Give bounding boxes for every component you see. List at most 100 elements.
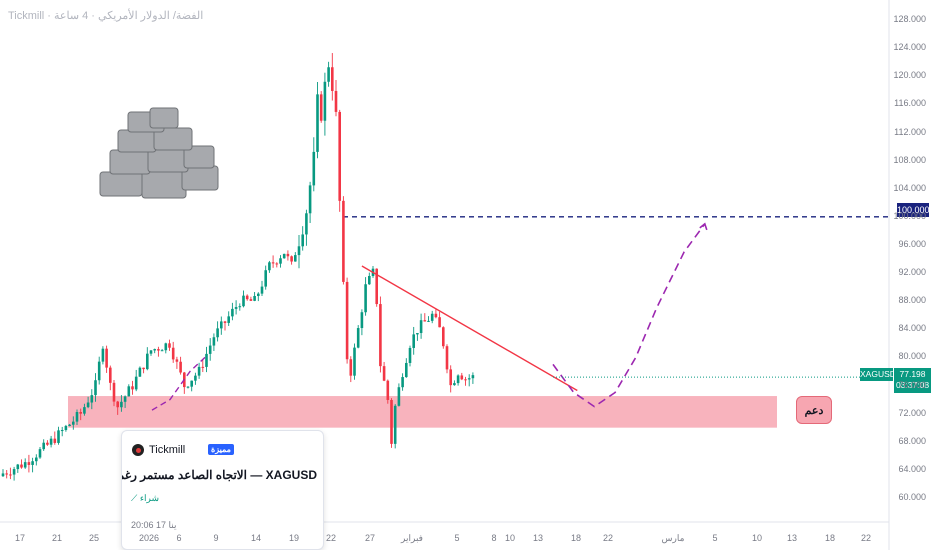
candle-body	[68, 424, 71, 426]
time-tick-label: 14	[250, 533, 262, 543]
candle-body	[227, 316, 230, 323]
news-category-label: شراء	[139, 493, 160, 503]
candle-body	[286, 253, 290, 257]
news-card[interactable]: Tickmill مميزة XAGUSD — الاتجاه الصاعد م…	[121, 430, 324, 550]
early-projection-path	[151, 356, 206, 411]
candle-body	[471, 375, 475, 379]
time-tick-label: 5	[454, 533, 460, 543]
silver-bar	[149, 107, 179, 129]
candle-body	[146, 353, 149, 370]
candle-body	[168, 343, 171, 348]
candle-body	[419, 320, 423, 334]
price-tick-label: 124.000	[893, 42, 926, 53]
candle-body	[416, 333, 419, 335]
news-badge: مميزة	[208, 444, 234, 455]
price-tick-label: 120.000	[893, 70, 926, 81]
candle-body	[257, 293, 260, 296]
candle-body	[212, 337, 216, 346]
price-tick-label: 92.000	[898, 267, 926, 278]
candle-body	[386, 380, 390, 400]
candle-body	[53, 438, 57, 443]
candle-body	[423, 320, 427, 322]
candle-body	[319, 94, 323, 121]
support-zone	[68, 396, 777, 428]
news-headline[interactable]: XAGUSD — الاتجاه الصاعد مستمر رغم التصحي…	[122, 468, 317, 482]
candle-body	[360, 312, 364, 329]
news-brand: Tickmill	[149, 444, 186, 456]
candle-body	[301, 234, 304, 247]
candle-body	[20, 464, 23, 468]
candle-body	[64, 425, 68, 431]
candle-body	[323, 81, 327, 121]
candle-body	[393, 405, 397, 444]
candle-body	[279, 258, 282, 264]
time-tick-label: 10	[751, 533, 763, 543]
candle-body	[353, 347, 356, 376]
candle-body	[345, 281, 349, 360]
candle-body	[60, 430, 64, 432]
price-tick-label: 112.000	[894, 126, 926, 137]
time-tick-label: 2026	[138, 533, 160, 543]
chart-header: Tickmill · الفضة/ الدولار الأمريكي · 4 س…	[8, 10, 204, 22]
price-tick-label: 128.000	[893, 14, 926, 25]
price-tick-label: 76.000	[898, 379, 926, 390]
time-tick-label: 8	[491, 533, 497, 543]
candle-body	[5, 473, 8, 475]
candle-body	[430, 313, 434, 321]
candle-body	[390, 399, 393, 444]
candle-body	[153, 349, 156, 351]
candle-body	[112, 382, 116, 402]
candle-body	[379, 304, 382, 367]
candle-body	[123, 396, 127, 402]
price-tick-label: 68.000	[898, 435, 926, 446]
candle-body	[327, 67, 330, 82]
time-tick-label: 5	[712, 533, 718, 543]
candle-body	[120, 401, 123, 408]
price-tick-label: 108.000	[893, 154, 926, 165]
candle-body	[1, 473, 5, 477]
candle-body	[438, 317, 441, 328]
candle-body	[316, 94, 319, 152]
candle-body	[31, 461, 34, 465]
time-tick-label: 25	[88, 533, 100, 543]
candle-body	[408, 347, 412, 363]
time-tick-label: فبراير	[401, 533, 423, 543]
time-tick-label: 21	[51, 533, 63, 543]
time-tick-label: 18	[570, 533, 582, 543]
candle-body	[282, 253, 286, 259]
candle-body	[249, 299, 253, 301]
candle-body	[405, 362, 408, 378]
time-tick-label: 18	[824, 533, 836, 543]
candle-body	[149, 350, 153, 354]
candle-body	[157, 349, 160, 351]
projection-arrowhead	[699, 222, 708, 231]
tickmill-logo-icon	[132, 444, 144, 456]
candle-body	[382, 366, 386, 381]
candle-body	[57, 430, 60, 443]
candle-body	[238, 306, 242, 308]
candle-body	[171, 347, 175, 360]
candle-body	[234, 307, 238, 309]
candle-body	[164, 343, 168, 351]
candle-body	[445, 346, 449, 370]
candle-body	[456, 375, 460, 384]
candle-body	[75, 412, 79, 422]
candle-body	[453, 383, 456, 386]
price-tick-label: 88.000	[898, 295, 926, 306]
candle-body	[412, 334, 415, 348]
candle-body	[245, 295, 249, 300]
candle-body	[442, 327, 445, 347]
candle-body	[116, 401, 119, 408]
candle-body	[264, 270, 267, 287]
candle-body	[464, 379, 467, 381]
candle-body	[179, 361, 182, 373]
candle-body	[201, 366, 205, 368]
candle-body	[223, 321, 227, 323]
candle-body	[205, 353, 208, 367]
bar-countdown: 03:37:08	[895, 380, 930, 390]
candle-body	[194, 375, 197, 381]
time-tick-label: 13	[786, 533, 798, 543]
candle-body	[208, 345, 212, 354]
candle-body	[275, 263, 279, 265]
